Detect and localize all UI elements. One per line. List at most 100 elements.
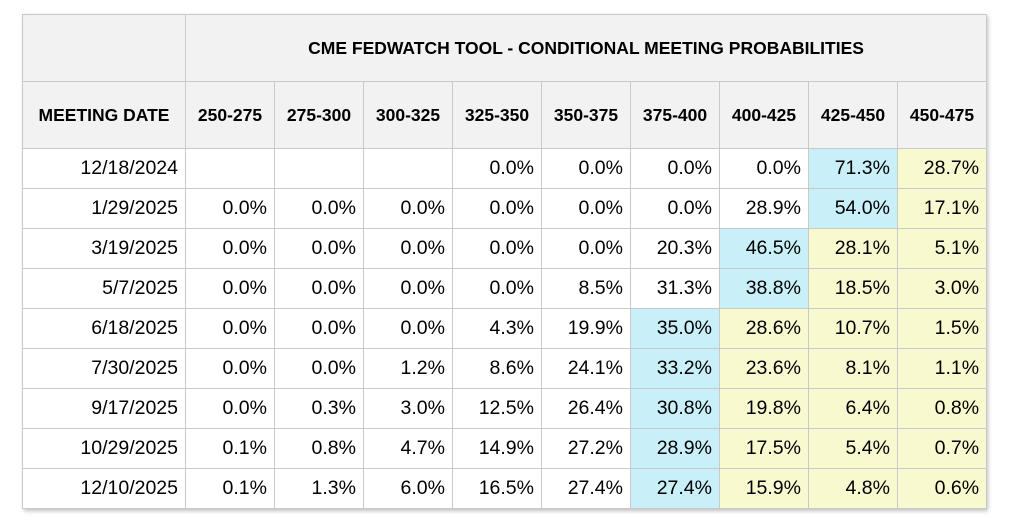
probability-cell: 0.0% [185,268,275,309]
meeting-date-cell: 9/17/2025 [22,388,186,429]
probability-cell: 1.2% [363,348,453,389]
probability-cell: 0.0% [274,308,364,349]
probability-cell: 0.8% [274,428,364,469]
probability-cell: 0.0% [274,348,364,389]
probability-cell: 8.6% [452,348,542,389]
probability-cell: 3.0% [363,388,453,429]
probability-cell: 0.0% [185,228,275,269]
probability-cell: 8.1% [808,348,898,389]
probability-cell: 10.7% [808,308,898,349]
probability-cell: 15.9% [719,468,809,509]
probability-cell: 0.0% [363,188,453,229]
probability-cell: 31.3% [630,268,720,309]
probability-cell: 0.0% [452,148,542,189]
meeting-date-cell: 12/18/2024 [22,148,186,189]
meeting-date-header: MEETING DATE [22,81,186,149]
probability-cell: 28.1% [808,228,898,269]
probability-table: CME FEDWATCH TOOL - CONDITIONAL MEETING … [22,14,988,509]
table-row: 5/7/2025 0.0% 0.0% 0.0% 0.0% 8.5% 31.3% 38.8% 18… [22,268,988,309]
probability-cell: 0.0% [541,188,631,229]
probability-cell [363,148,453,189]
probability-cell: 12.5% [452,388,542,429]
probability-cell: 0.0% [185,348,275,389]
meeting-date-cell: 7/30/2025 [22,348,186,389]
probability-cell: 0.0% [185,388,275,429]
meeting-date-cell: 5/7/2025 [22,268,186,309]
probability-cell: 18.5% [808,268,898,309]
probability-cell: 28.6% [719,308,809,349]
probability-cell: 0.0% [363,268,453,309]
probability-cell [274,148,364,189]
column-header-375-400: 375-400 [630,81,720,149]
probability-cell: 0.0% [274,188,364,229]
table-title: CME FEDWATCH TOOL - CONDITIONAL MEETING … [184,14,988,82]
column-header-300-325: 300-325 [363,81,453,149]
probability-cell: 27.4% [541,468,631,509]
probability-cell [185,148,275,189]
probability-cell: 0.0% [452,228,542,269]
probability-cell: 6.0% [363,468,453,509]
probability-cell: 0.0% [541,228,631,269]
probability-cell: 54.0% [808,188,898,229]
probability-cell: 24.1% [541,348,631,389]
probability-cell: 0.0% [274,268,364,309]
table-row: 9/17/2025 0.0% 0.3% 3.0% 12.5% 26.4% 30.8% 19.8… [22,388,988,429]
column-header-250-275: 250-275 [185,81,275,149]
probability-cell: 0.1% [185,468,275,509]
probability-cell: 0.8% [896,388,988,429]
probability-cell: 33.2% [630,348,720,389]
probability-cell: 0.0% [452,268,542,309]
table-row: 10/29/2025 0.1% 0.8% 4.7% 14.9% 27.2% 28.9% 17.… [22,428,988,469]
probability-cell: 1.3% [274,468,364,509]
probability-table-container: CME FEDWATCH TOOL - CONDITIONAL MEETING … [22,14,988,509]
probability-cell: 28.7% [896,148,988,189]
meeting-date-cell: 10/29/2025 [22,428,186,469]
probability-cell: 27.2% [541,428,631,469]
probability-cell: 0.0% [185,188,275,229]
probability-cell: 46.5% [719,228,809,269]
probability-cell: 71.3% [808,148,898,189]
probability-cell: 14.9% [452,428,542,469]
probability-cell: 5.1% [896,228,988,269]
probability-cell: 27.4% [630,468,720,509]
column-header-425-450: 425-450 [808,81,898,149]
probability-cell: 23.6% [719,348,809,389]
column-header-400-425: 400-425 [719,81,809,149]
probability-cell: 17.5% [719,428,809,469]
probability-cell: 0.0% [363,308,453,349]
probability-cell: 30.8% [630,388,720,429]
probability-cell: 17.1% [896,188,988,229]
column-header-325-350: 325-350 [452,81,542,149]
probability-cell: 4.3% [452,308,542,349]
meeting-date-cell: 1/29/2025 [22,188,186,229]
meeting-date-cell: 3/19/2025 [22,228,186,269]
probability-cell: 0.0% [274,228,364,269]
probability-cell: 16.5% [452,468,542,509]
probability-cell: 0.0% [363,228,453,269]
probability-cell: 0.0% [630,188,720,229]
probability-cell: 5.4% [808,428,898,469]
probability-cell: 3.0% [896,268,988,309]
meeting-date-cell: 12/10/2025 [22,468,186,509]
table-row: 12/10/2025 0.1% 1.3% 6.0% 16.5% 27.4% 27.4% 15.… [22,468,988,509]
probability-cell: 0.6% [896,468,988,509]
table-row: 1/29/2025 0.0% 0.0% 0.0% 0.0% 0.0% 0.0% 28.9% 54… [22,188,988,229]
probability-cell: 6.4% [808,388,898,429]
corner-cell [22,14,186,82]
probability-cell: 20.3% [630,228,720,269]
probability-cell: 0.0% [185,308,275,349]
probability-cell: 0.3% [274,388,364,429]
probability-cell: 19.8% [719,388,809,429]
probability-cell: 0.7% [896,428,988,469]
column-header-275-300: 275-300 [274,81,364,149]
probability-cell: 0.1% [185,428,275,469]
probability-cell: 0.0% [541,148,631,189]
probability-cell: 35.0% [630,308,720,349]
probability-cell: 26.4% [541,388,631,429]
probability-cell: 28.9% [630,428,720,469]
probability-cell: 8.5% [541,268,631,309]
probability-cell: 4.8% [808,468,898,509]
probability-cell: 38.8% [719,268,809,309]
probability-cell: 0.0% [719,148,809,189]
probability-cell: 4.7% [363,428,453,469]
